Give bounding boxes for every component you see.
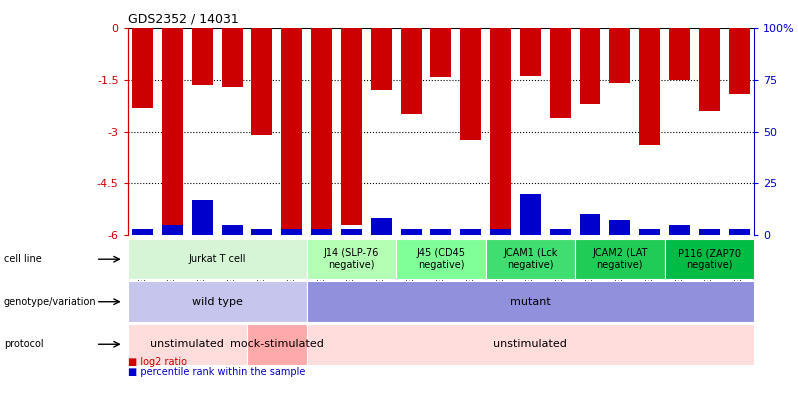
Bar xyxy=(490,28,511,232)
Text: ■ percentile rank within the sample: ■ percentile rank within the sample xyxy=(128,367,305,377)
Bar xyxy=(251,229,272,235)
Bar xyxy=(729,229,749,235)
Text: wild type: wild type xyxy=(192,297,243,307)
Bar xyxy=(430,28,452,77)
Text: cell line: cell line xyxy=(4,254,41,264)
Bar xyxy=(520,194,541,235)
Text: JCAM2 (LAT
negative): JCAM2 (LAT negative) xyxy=(592,248,648,270)
Bar xyxy=(610,220,630,235)
Bar xyxy=(341,229,361,235)
Bar xyxy=(699,229,720,235)
Bar xyxy=(490,229,511,235)
Bar xyxy=(639,28,660,145)
Bar xyxy=(550,28,571,118)
Text: mock-stimulated: mock-stimulated xyxy=(230,339,324,349)
Text: J14 (SLP-76
negative): J14 (SLP-76 negative) xyxy=(324,248,379,270)
Text: GDS2352 / 14031: GDS2352 / 14031 xyxy=(128,12,239,25)
Bar xyxy=(401,229,421,235)
Bar xyxy=(192,200,213,235)
Bar xyxy=(162,224,183,235)
Bar xyxy=(520,28,541,76)
Bar xyxy=(610,28,630,83)
Bar xyxy=(550,229,571,235)
Bar xyxy=(341,28,361,224)
Bar xyxy=(371,28,392,90)
Text: P116 (ZAP70
negative): P116 (ZAP70 negative) xyxy=(678,248,741,270)
Bar xyxy=(669,224,690,235)
Bar xyxy=(311,229,332,235)
Bar xyxy=(311,28,332,233)
Bar xyxy=(699,28,720,111)
Bar xyxy=(579,28,600,104)
Bar xyxy=(371,218,392,235)
Bar xyxy=(251,28,272,135)
Bar xyxy=(222,224,243,235)
Text: J45 (CD45
negative): J45 (CD45 negative) xyxy=(417,248,465,270)
Bar xyxy=(430,229,452,235)
Bar xyxy=(222,28,243,87)
Text: protocol: protocol xyxy=(4,339,44,349)
Text: unstimulated: unstimulated xyxy=(150,339,224,349)
Text: genotype/variation: genotype/variation xyxy=(4,297,97,307)
Bar xyxy=(192,28,213,85)
Bar xyxy=(460,28,481,140)
Bar xyxy=(669,28,690,80)
Bar xyxy=(460,229,481,235)
Bar xyxy=(282,28,302,233)
Bar xyxy=(132,28,153,108)
Text: mutant: mutant xyxy=(510,297,551,307)
Text: Jurkat T cell: Jurkat T cell xyxy=(188,254,246,264)
Text: unstimulated: unstimulated xyxy=(493,339,567,349)
Bar xyxy=(639,229,660,235)
Text: JCAM1 (Lck
negative): JCAM1 (Lck negative) xyxy=(504,248,558,270)
Bar xyxy=(729,28,749,94)
Bar xyxy=(579,214,600,235)
Text: ■ log2 ratio: ■ log2 ratio xyxy=(128,356,187,367)
Bar xyxy=(162,28,183,228)
Bar xyxy=(401,28,421,115)
Bar xyxy=(132,229,153,235)
Bar xyxy=(282,229,302,235)
